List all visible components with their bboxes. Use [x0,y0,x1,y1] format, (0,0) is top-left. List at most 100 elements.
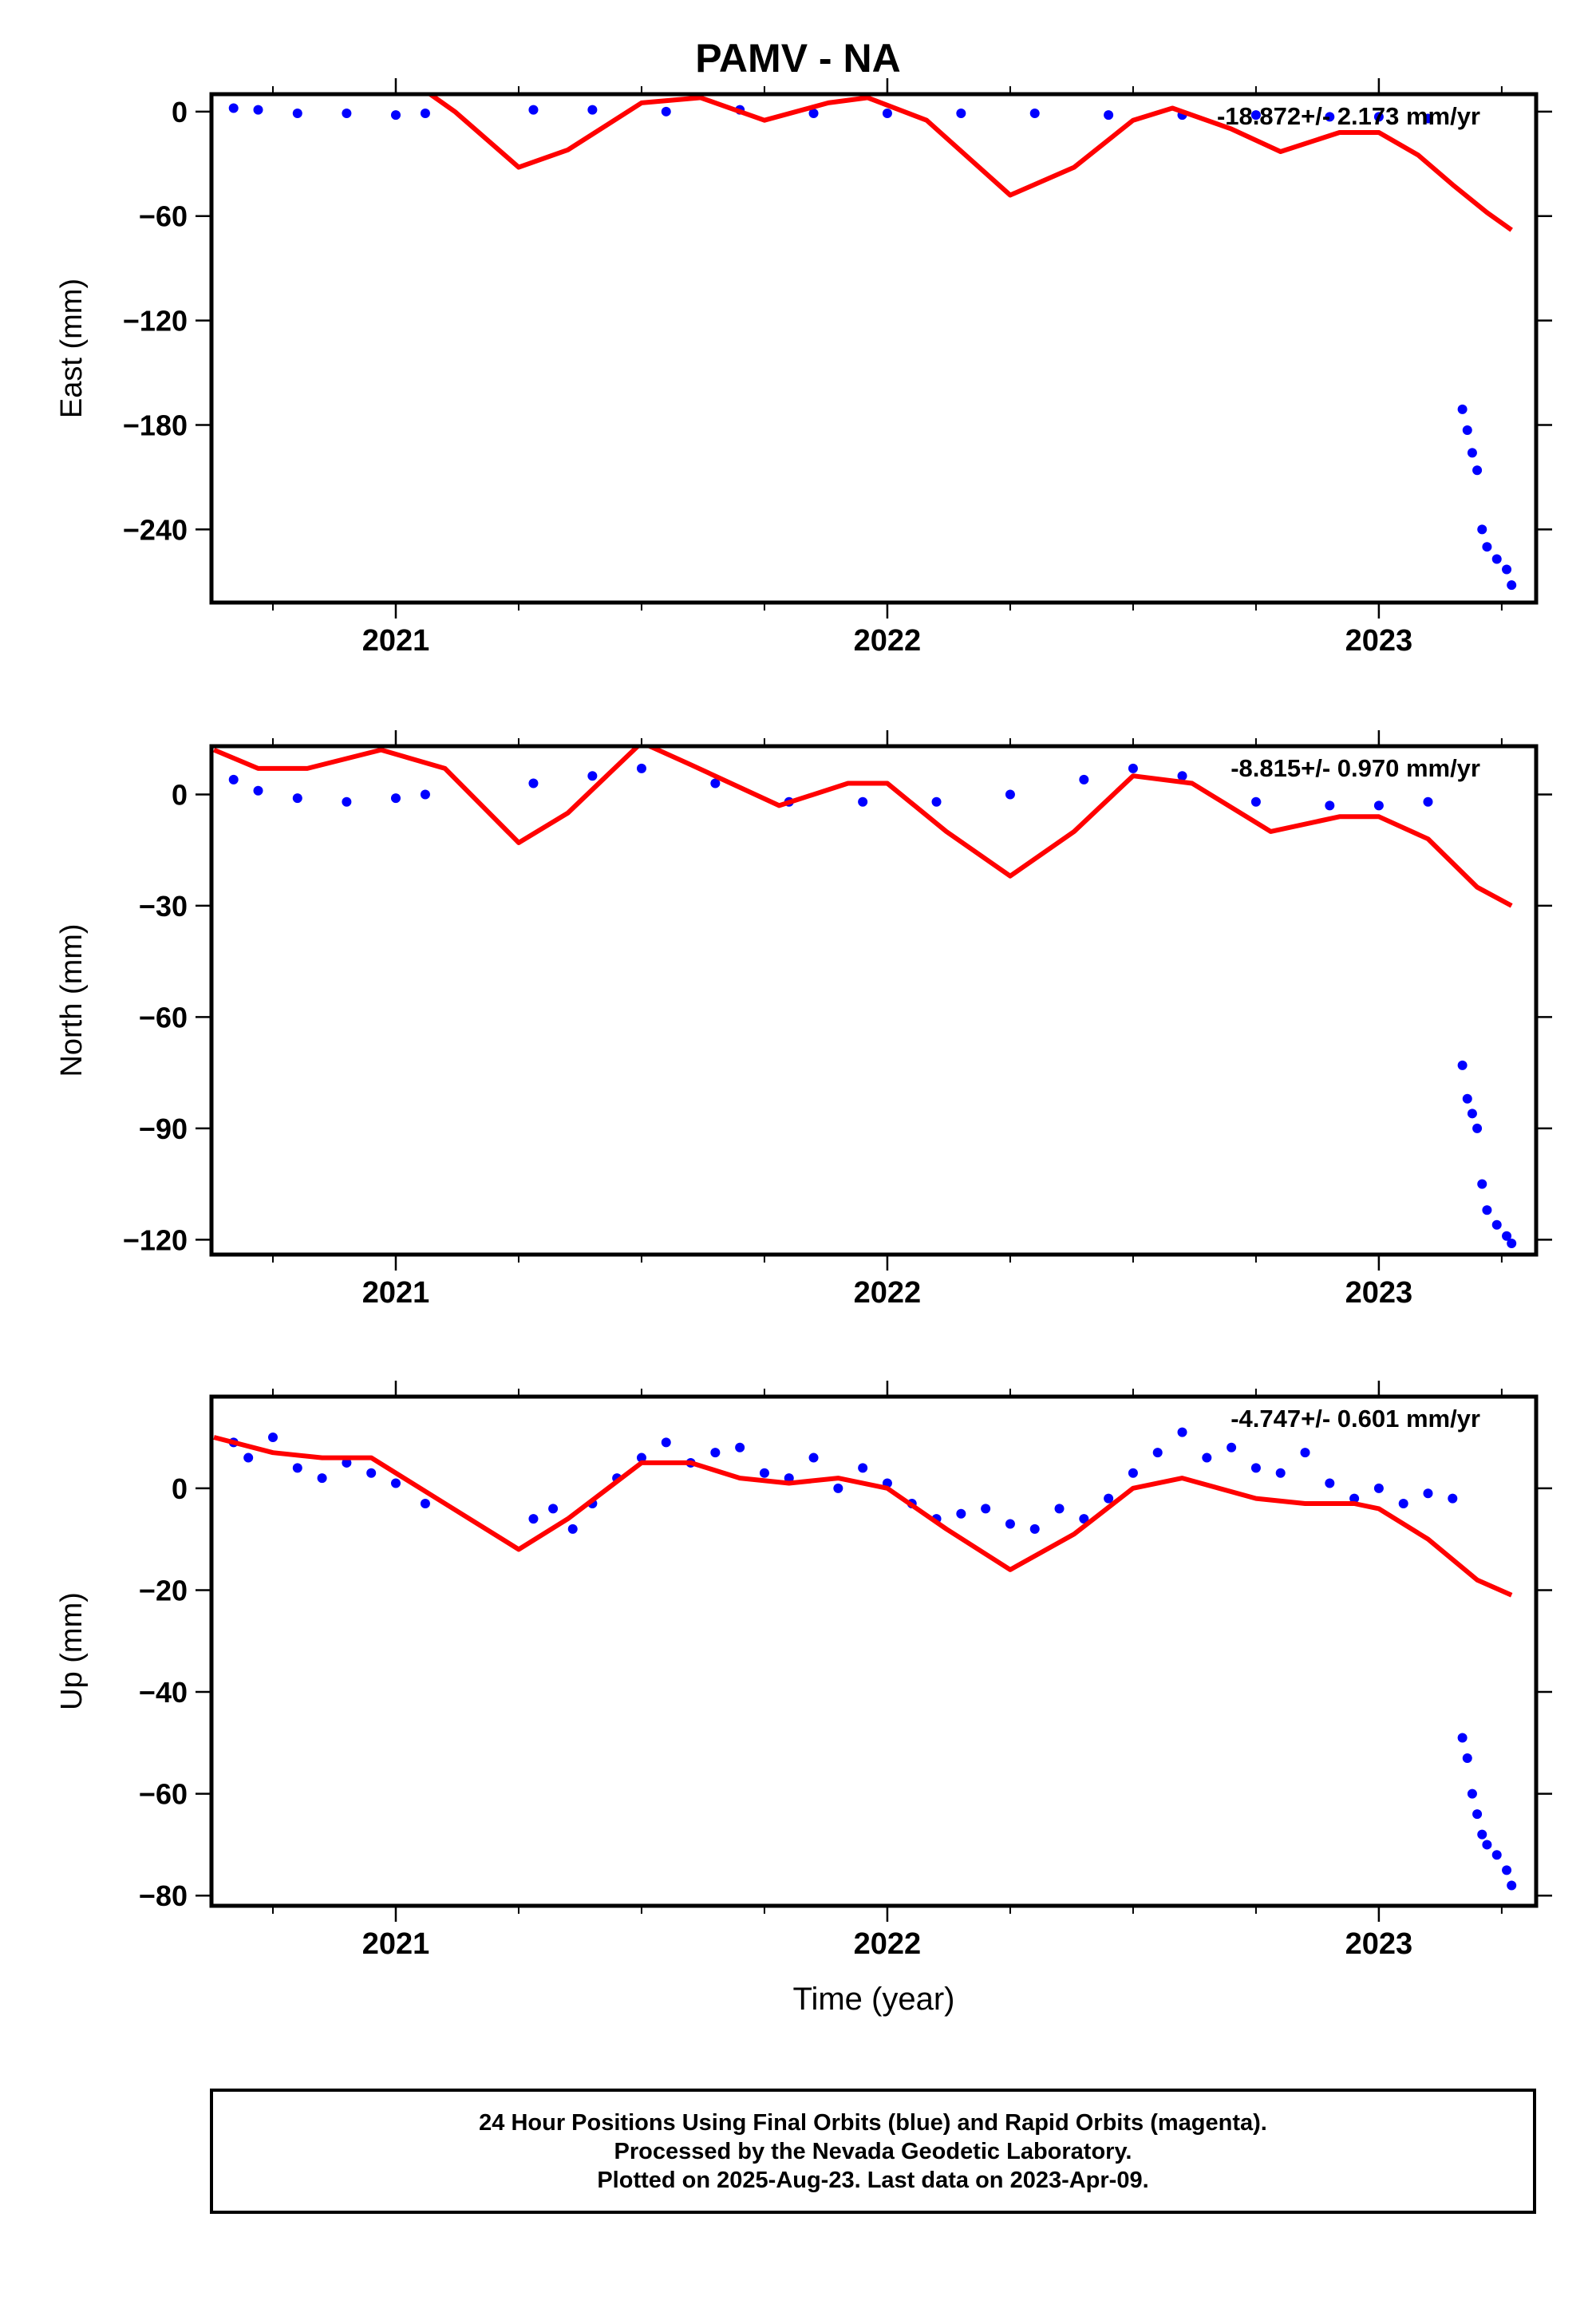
x-tick-label: 2021 [362,1276,430,1310]
data-point [981,1504,991,1514]
rate-label: -4.747+/- 0.601 mm/yr [1231,1405,1480,1433]
data-point [1250,1463,1261,1473]
data-point [528,1514,539,1524]
data-point [1325,112,1335,122]
data-point [931,796,942,807]
data-point [1477,1829,1487,1840]
data-point [1457,1060,1468,1070]
data-point [1462,1093,1472,1104]
data-point [1457,1733,1468,1743]
data-point [1482,1840,1492,1850]
rate-label: -8.815+/- 0.970 mm/yr [1231,754,1480,782]
data-point [882,108,892,118]
y-axis-label: North (mm) [55,923,89,1077]
data-point [1423,796,1433,807]
data-point [1507,1239,1517,1249]
y-tick-label: −120 [123,305,188,338]
data-point [420,108,430,118]
data-point [1467,1109,1477,1119]
data-point [1491,1219,1502,1230]
data-point [858,1463,868,1473]
data-point [342,796,352,807]
data-point [636,763,646,773]
x-tick-label: 2022 [854,1276,922,1310]
y-tick-label: −240 [123,513,188,546]
y-tick-label: −90 [139,1113,188,1145]
data-point [587,105,598,115]
data-point [1373,1483,1384,1493]
data-point [710,778,721,788]
data-point [228,774,239,785]
x-tick-label: 2022 [854,1927,922,1961]
rate-label: -18.872+/- 2.173 mm/yr [1217,102,1480,130]
x-tick-label: 2021 [362,1927,430,1961]
data-point [1275,1468,1286,1478]
data-point [1104,110,1114,121]
data-point [1472,1809,1483,1820]
data-point [1128,763,1138,773]
data-point [366,1468,377,1478]
data-point [253,105,263,115]
y-tick-label: −60 [139,200,188,233]
y-tick-label: 0 [172,778,188,811]
data-point [1472,1123,1483,1133]
data-point [528,105,539,115]
model-fit-line [213,1435,1513,1598]
data-point [1373,112,1384,122]
data-point [1202,1452,1212,1463]
footer-note: 24 Hour Positions Using Final Orbits (bl… [210,2089,1536,2214]
data-point [1398,1498,1408,1508]
data-point [1079,774,1089,785]
data-point [253,785,263,796]
x-tick-label: 2023 [1345,1276,1413,1310]
data-point [1477,1179,1487,1189]
data-point [1477,524,1487,535]
x-tick-label: 2022 [854,624,922,658]
data-point [784,1473,794,1484]
data-point [956,1508,966,1519]
data-point [1152,1448,1163,1458]
data-point [1491,1850,1502,1860]
data-point [1423,1488,1433,1499]
data-point [1177,1427,1187,1437]
data-point [1054,1504,1065,1514]
data-point [710,1448,721,1458]
data-point [1373,800,1384,811]
data-point [390,793,401,804]
data-point [420,1498,430,1508]
data-point [759,1468,769,1478]
data-point [833,1483,843,1493]
data-point [636,1452,646,1463]
data-point [528,778,539,788]
data-point [1507,580,1517,591]
y-tick-label: −80 [139,1879,188,1912]
data-point [1502,1231,1512,1241]
data-point [1467,1788,1477,1799]
footer-line-3: Plotted on 2025-Aug-23. Last data on 202… [597,2167,1149,2193]
data-point [267,1433,278,1443]
y-tick-label: −30 [139,890,188,923]
data-point [420,789,430,800]
data-point [1482,542,1492,552]
data-point [317,1473,327,1484]
data-point [1472,465,1483,476]
y-tick-label: 0 [172,96,188,128]
y-tick-label: −40 [139,1676,188,1709]
data-point [292,793,302,804]
data-point [661,1437,671,1448]
plot-frame [209,92,1539,605]
data-point [1300,1448,1310,1458]
page-title: PAMV - NA [695,36,901,81]
y-tick-label: −60 [139,1778,188,1811]
data-point [1005,789,1015,800]
y-tick-label: −180 [123,409,188,441]
data-point [292,108,302,118]
data-point [1462,425,1472,436]
data-point [342,108,352,118]
data-point [1005,1519,1015,1529]
data-point [858,796,868,807]
data-point [1250,796,1261,807]
data-point [1325,800,1335,811]
data-point [1250,110,1261,121]
data-point [1462,1753,1472,1763]
